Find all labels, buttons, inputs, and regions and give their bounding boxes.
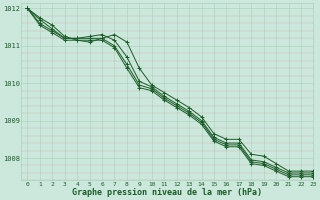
X-axis label: Graphe pression niveau de la mer (hPa): Graphe pression niveau de la mer (hPa) <box>72 188 262 197</box>
